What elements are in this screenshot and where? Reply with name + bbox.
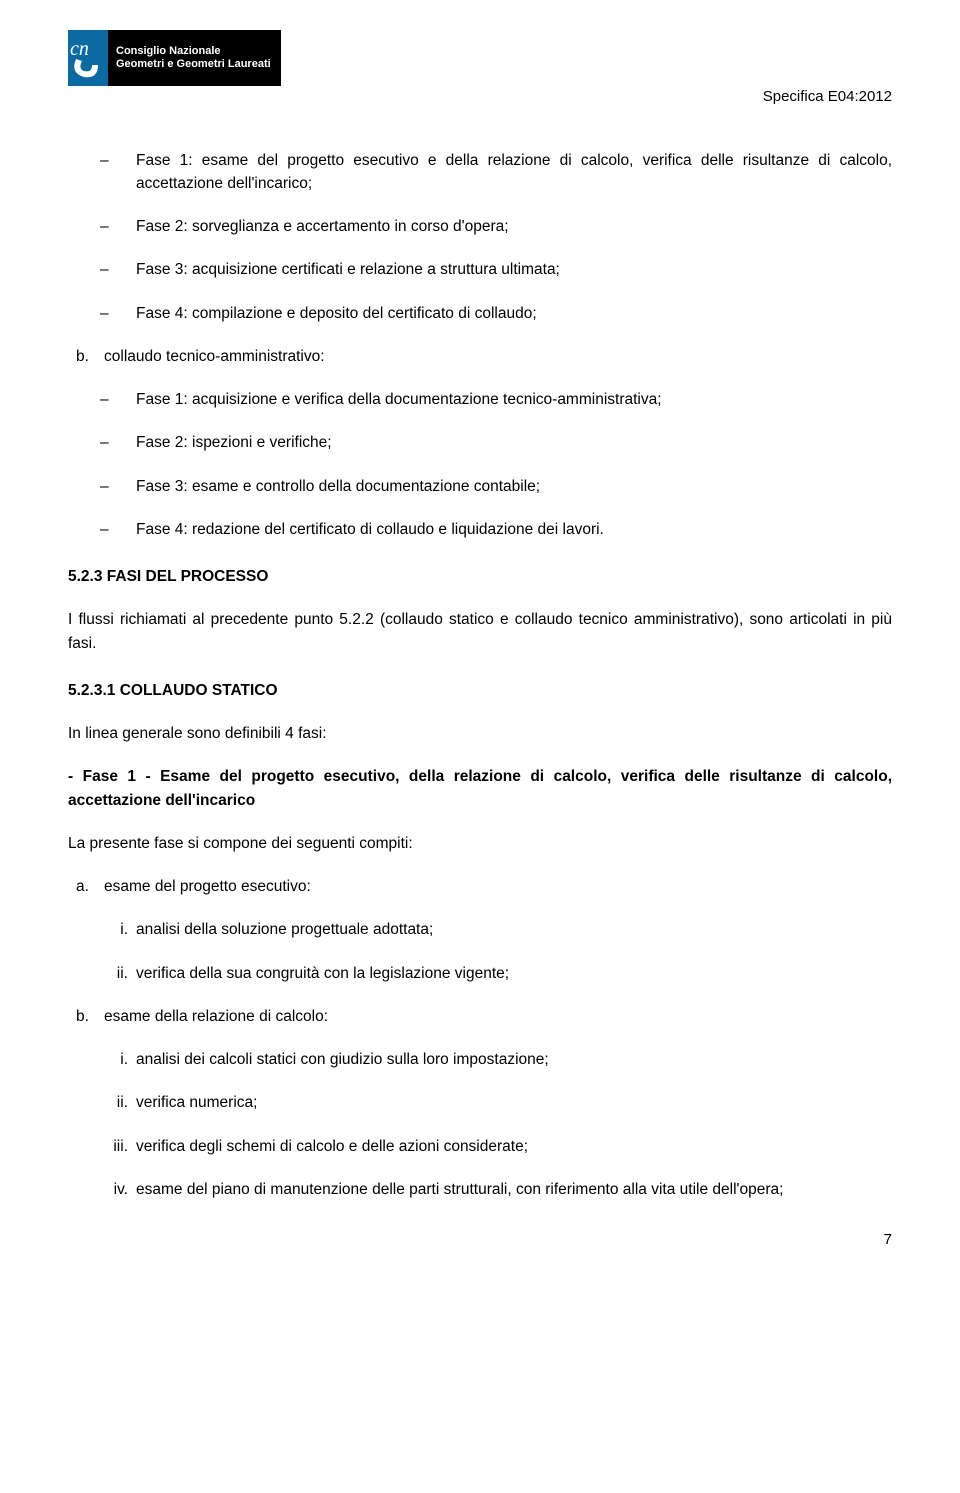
fase1-intro: La presente fase si compone dei seguenti…	[68, 832, 892, 855]
org-logo: cn Consiglio Nazionale Geometri e Geomet…	[68, 30, 281, 86]
list-item: i.analisi della soluzione progettuale ad…	[136, 918, 892, 941]
list-item: Fase 4: compilazione e deposito del cert…	[136, 302, 892, 325]
marker-b: b.	[76, 345, 89, 368]
marker-a2: a.	[76, 875, 89, 898]
para-523: I flussi richiamati al precedente punto …	[68, 608, 892, 655]
logo-line1: Consiglio Nazionale	[116, 45, 271, 58]
roman-marker: iii.	[88, 1135, 128, 1158]
list-b2: i. analisi dei calcoli statici con giudiz…	[68, 1048, 892, 1201]
roman-marker: ii.	[88, 962, 128, 985]
roman-marker: i.	[88, 1048, 128, 1071]
para-5231a: In linea generale sono definibili 4 fasi…	[68, 722, 892, 745]
list-b: Fase 1: acquisizione e verifica della do…	[68, 388, 892, 541]
fase1-title: - Fase 1 - Esame del progetto esecutivo,…	[68, 765, 892, 812]
list-item: iii.verifica degli schemi di calcolo e d…	[136, 1135, 892, 1158]
list-item: iv.esame del piano di manutenzione delle…	[136, 1178, 892, 1201]
list-item: ii.verifica della sua congruità con la l…	[136, 962, 892, 985]
roman-text: verifica numerica;	[136, 1094, 257, 1111]
list-a2: i. analisi della soluzione progettuale ad…	[68, 918, 892, 985]
roman-text: verifica degli schemi di calcolo e delle…	[136, 1138, 528, 1155]
heading-523: 5.2.3 FASI DEL PROCESSO	[68, 565, 892, 588]
marker-b2: b.	[76, 1005, 89, 1028]
page-header: cn Consiglio Nazionale Geometri e Geomet…	[68, 30, 892, 109]
list-item: Fase 4: redazione del certificato di col…	[136, 518, 892, 541]
item-a2-text: esame del progetto esecutivo:	[104, 878, 311, 895]
item-a2: a. esame del progetto esecutivo:	[68, 875, 892, 898]
logo-text: Consiglio Nazionale Geometri e Geometri …	[108, 30, 281, 86]
list-item: Fase 1: esame del progetto esecutivo e d…	[136, 149, 892, 196]
roman-text: esame del piano di manutenzione delle pa…	[136, 1181, 783, 1198]
item-b: b. collaudo tecnico-amministrativo:	[68, 345, 892, 368]
roman-marker: i.	[88, 918, 128, 941]
logo-line2: Geometri e Geometri Laureati	[116, 58, 271, 71]
list-item: Fase 2: sorveglianza e accertamento in c…	[136, 215, 892, 238]
roman-marker: ii.	[88, 1091, 128, 1114]
heading-5231: 5.2.3.1 COLLAUDO STATICO	[68, 679, 892, 702]
list-item: Fase 1: acquisizione e verifica della do…	[136, 388, 892, 411]
list-item: Fase 2: ispezioni e verifiche;	[136, 431, 892, 454]
roman-text: analisi dei calcoli statici con giudizio…	[136, 1051, 549, 1068]
list-item: Fase 3: acquisizione certificati e relaz…	[136, 258, 892, 281]
svg-text:cn: cn	[70, 38, 89, 60]
item-b-text: collaudo tecnico-amministrativo:	[104, 348, 325, 365]
list-item: ii.verifica numerica;	[136, 1091, 892, 1114]
list-item: i.analisi dei calcoli statici con giudiz…	[136, 1048, 892, 1071]
roman-text: verifica della sua congruità con la legi…	[136, 965, 509, 982]
roman-text: analisi della soluzione progettuale adot…	[136, 921, 433, 938]
logo-mark: cn	[68, 30, 108, 86]
roman-marker: iv.	[88, 1178, 128, 1201]
list-a: Fase 1: esame del progetto esecutivo e d…	[68, 149, 892, 325]
spec-label: Specifica E04:2012	[763, 30, 892, 109]
list-item: Fase 3: esame e controllo della document…	[136, 475, 892, 498]
item-b2: b. esame della relazione di calcolo:	[68, 1005, 892, 1028]
page-number: 7	[68, 1229, 892, 1252]
item-b2-text: esame della relazione di calcolo:	[104, 1008, 328, 1025]
